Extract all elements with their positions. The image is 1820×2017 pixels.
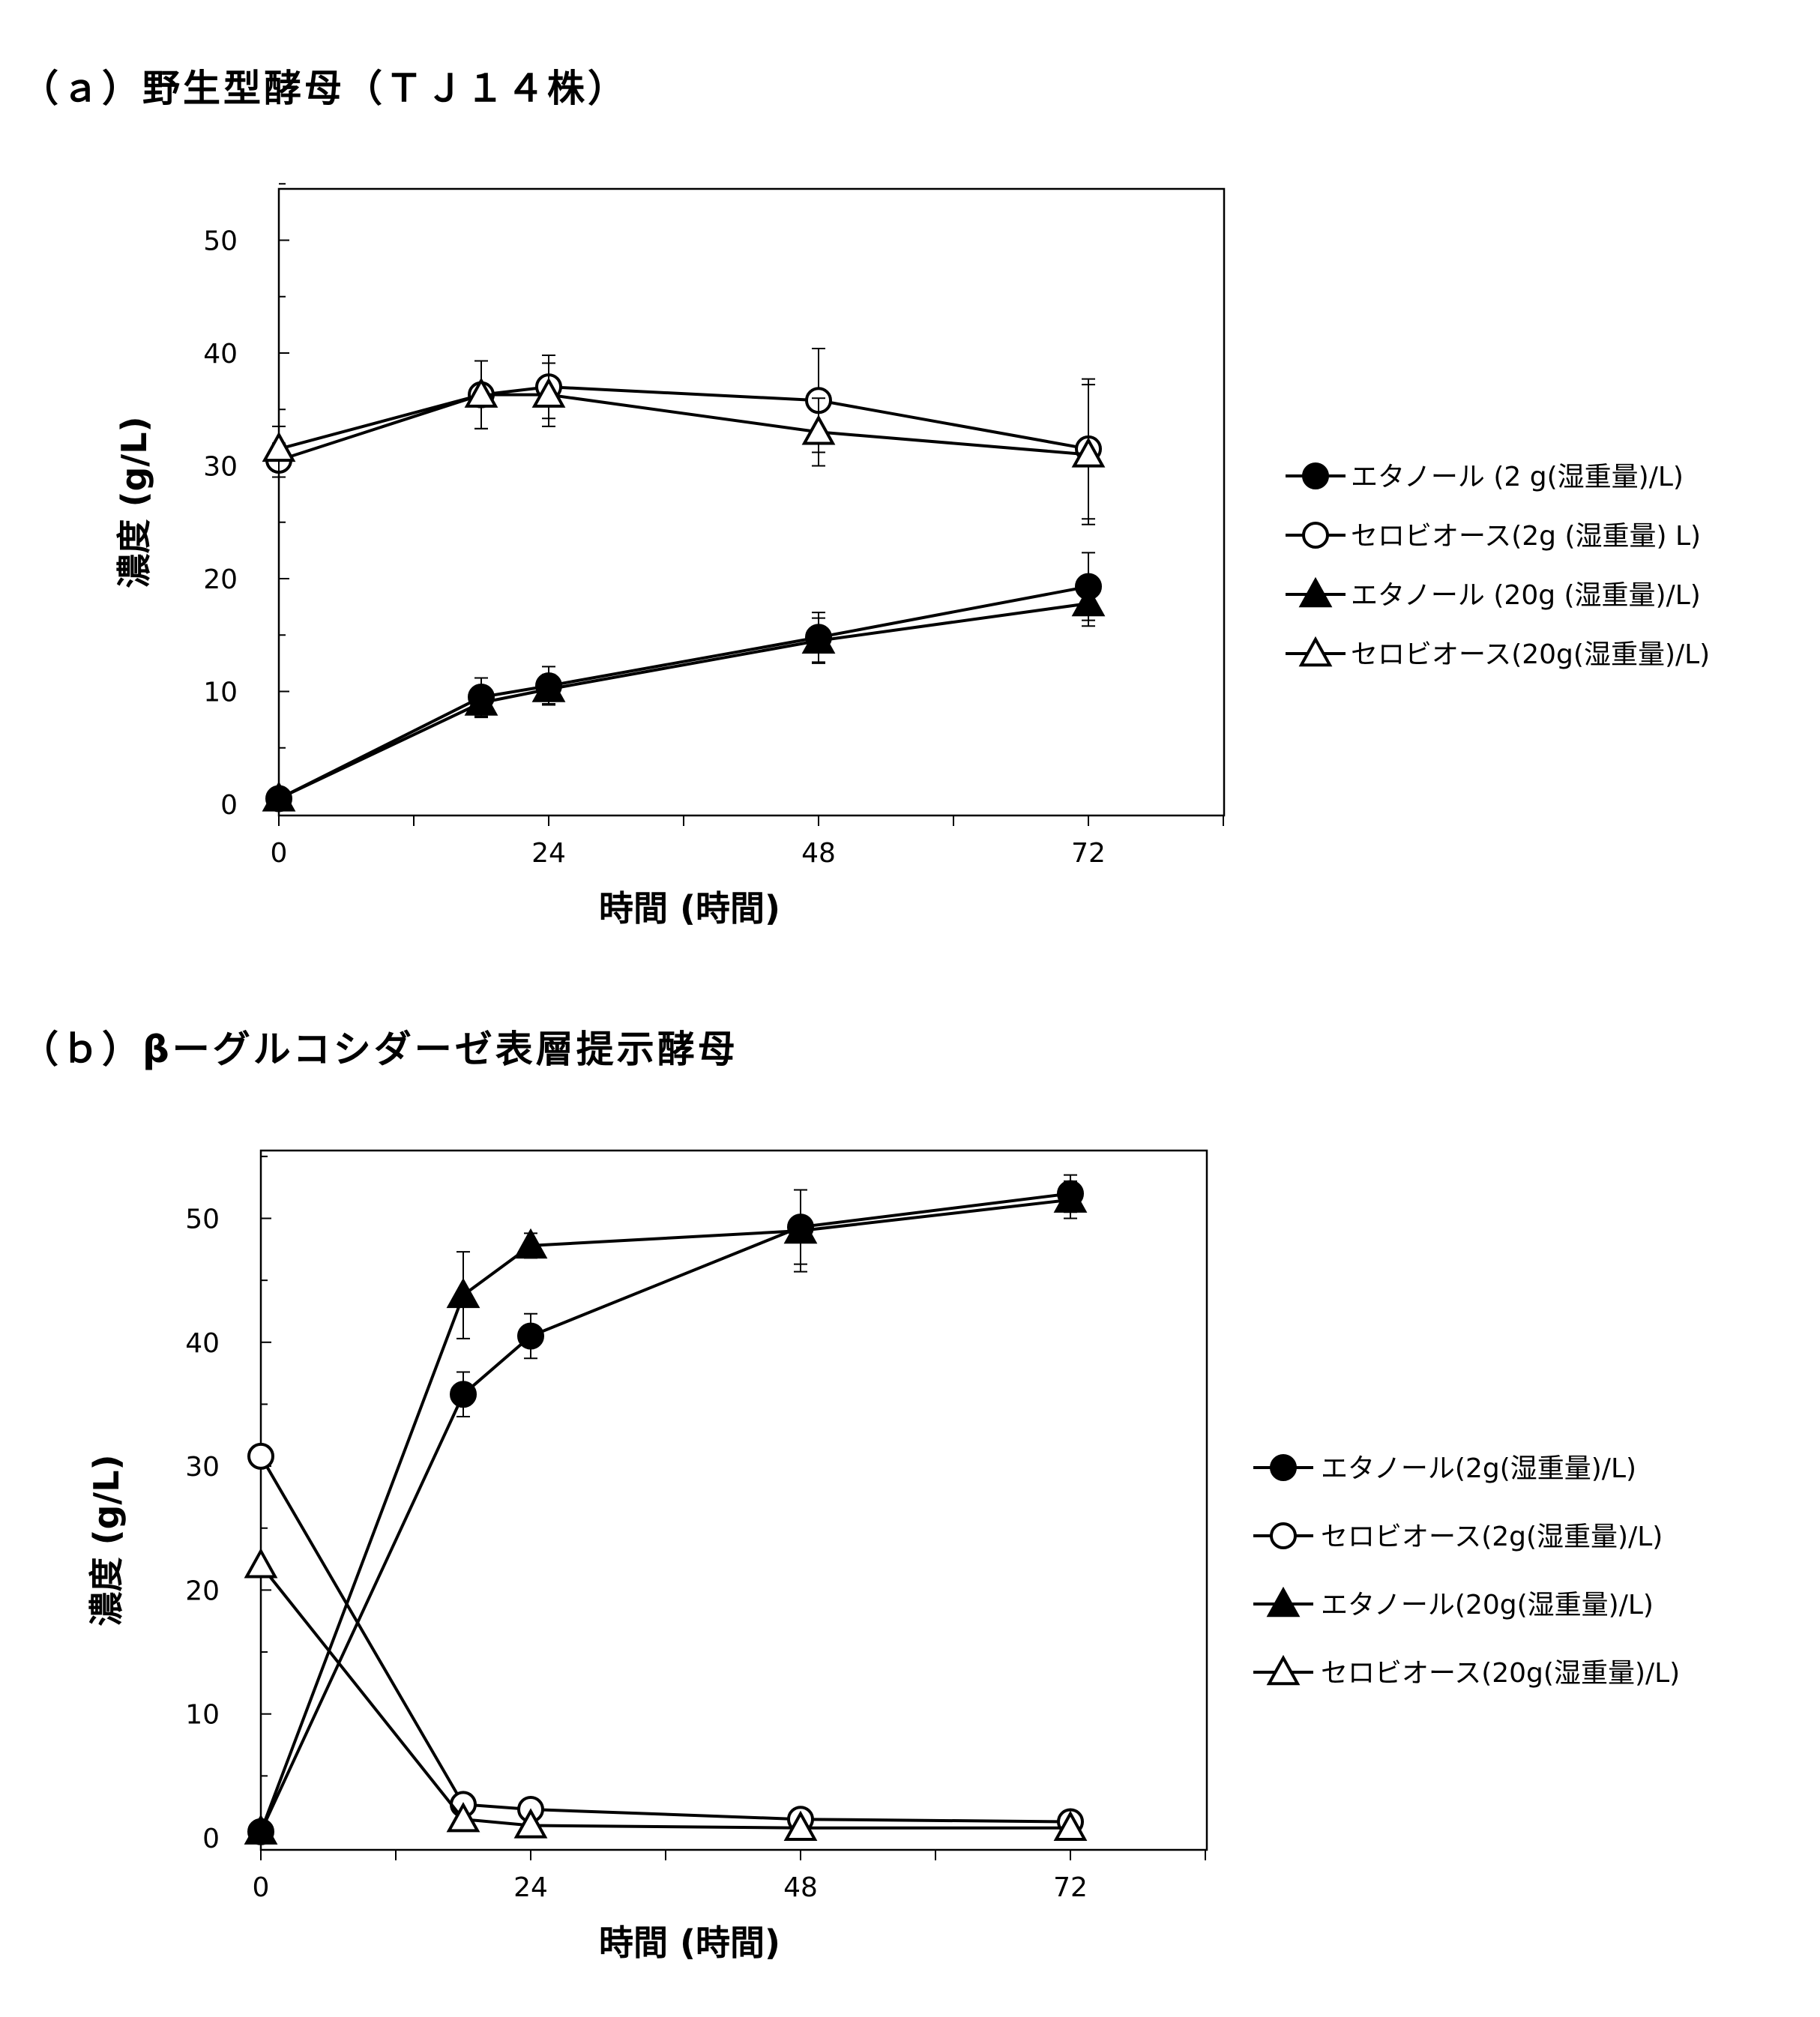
chart-a-series-1 [267,552,1100,810]
chart-a-series-3 [265,581,1103,810]
chart-b-y-tick-label: 0 [202,1824,220,1854]
chart-b-data-point [519,1324,543,1348]
chart-a-series-4-line [279,395,1088,455]
chart-b-data-point [247,1551,275,1576]
chart-a-series-3-line [279,603,1088,798]
chart-a-y-tick-label: 10 [203,678,238,708]
chart-a-series-2-line [279,387,1088,460]
chart-a-x-tick-label: 24 [531,838,566,869]
chart-b-legend-label: セロビオース(2g(湿重量)/L) [1321,1522,1663,1552]
chart-a-legend-label: セロビオース(20g(湿重量)/L) [1351,639,1710,670]
chart-b-x-tick-label: 72 [1053,1872,1088,1903]
chart-b-x-tick-label: 0 [253,1872,270,1903]
chart-b-series-2 [249,1444,1082,1834]
chart-b-y-tick-label: 40 [185,1328,220,1359]
chart-b-legend-label: エタノール(2g(湿重量)/L) [1321,1453,1636,1484]
chart-b-x-axis-title: 時間 (時間) [599,1923,780,1963]
chart-b-series-1 [249,1175,1082,1844]
chart-b-data-point [451,1382,475,1406]
chart-a-series-1-line [279,587,1088,799]
chart-a-legend-label: エタノール (20g (湿重量)/L) [1351,580,1701,611]
chart-a-x-axis-title: 時間 (時間) [599,888,780,929]
chart-b-y-tick-label: 50 [185,1205,220,1235]
chart-b-legend-label: セロビオース(20g(湿重量)/L) [1321,1658,1680,1689]
chart-a-y-tick-label: 20 [203,564,238,595]
chart-b-y-tick-label: 30 [185,1452,220,1483]
chart-b-series-3-line [261,1200,1070,1832]
chart-b-series-4-line [261,1565,1070,1827]
chart-a-y-tick-label: 40 [203,339,238,370]
chart-a: 0 10 20 30 40 50 0 24 48 72 時間 (時間) 濃度 (g/L) エタノール (… [114,184,1710,929]
chart-a-series-2 [267,349,1100,519]
chart-b-data-point [449,1281,477,1306]
chart-a-legend-label: セロビオース(2g (湿重量) L) [1351,521,1701,552]
chart-a-x-tick-label: 0 [271,838,288,869]
chart-b: 0 10 20 30 40 50 0 24 48 72 時間 (時間) 濃度 (g/L) エタノール(2… [86,1151,1680,1963]
chart-a-plot-area [279,189,1224,815]
chart-b-legend-marker [1271,1524,1295,1548]
chart-a-legend-marker [1304,464,1328,488]
chart-b-legend-marker [1271,1456,1295,1480]
chart-a-y-tick-label: 50 [203,226,238,257]
chart-a-series-4 [265,361,1103,525]
chart-b-x-tick-label: 24 [513,1872,548,1903]
chart-a-y-axis-title: 濃度 (g/L) [114,416,154,588]
chart-b-legend: エタノール(2g(湿重量)/L) セロビオース(2g(湿重量)/L) エタノール(2… [1253,1453,1680,1689]
chart-a-legend-marker [1304,523,1328,547]
chart-a-legend-label: エタノール (2 g(湿重量)/L) [1351,462,1684,492]
chart-a-x-tick-label: 48 [801,838,836,869]
chart-b-y-tick-label: 20 [185,1576,220,1606]
chart-a-legend: エタノール (2 g(湿重量)/L) セロビオース(2g (湿重量) L) エタノー… [1286,462,1710,670]
chart-a-y-tick-label: 30 [203,452,238,483]
chart-b-data-point [249,1444,273,1468]
chart-a-y-tick-label: 0 [220,790,238,821]
chart-a-x-tick-label: 72 [1071,838,1106,869]
chart-b-legend-label: エタノール(20g(湿重量)/L) [1321,1590,1654,1620]
chart-b-y-tick-label: 10 [185,1700,220,1731]
chart-b-x-tick-label: 48 [783,1872,818,1903]
chart-b-y-axis-title: 濃度 (g/L) [86,1454,127,1626]
